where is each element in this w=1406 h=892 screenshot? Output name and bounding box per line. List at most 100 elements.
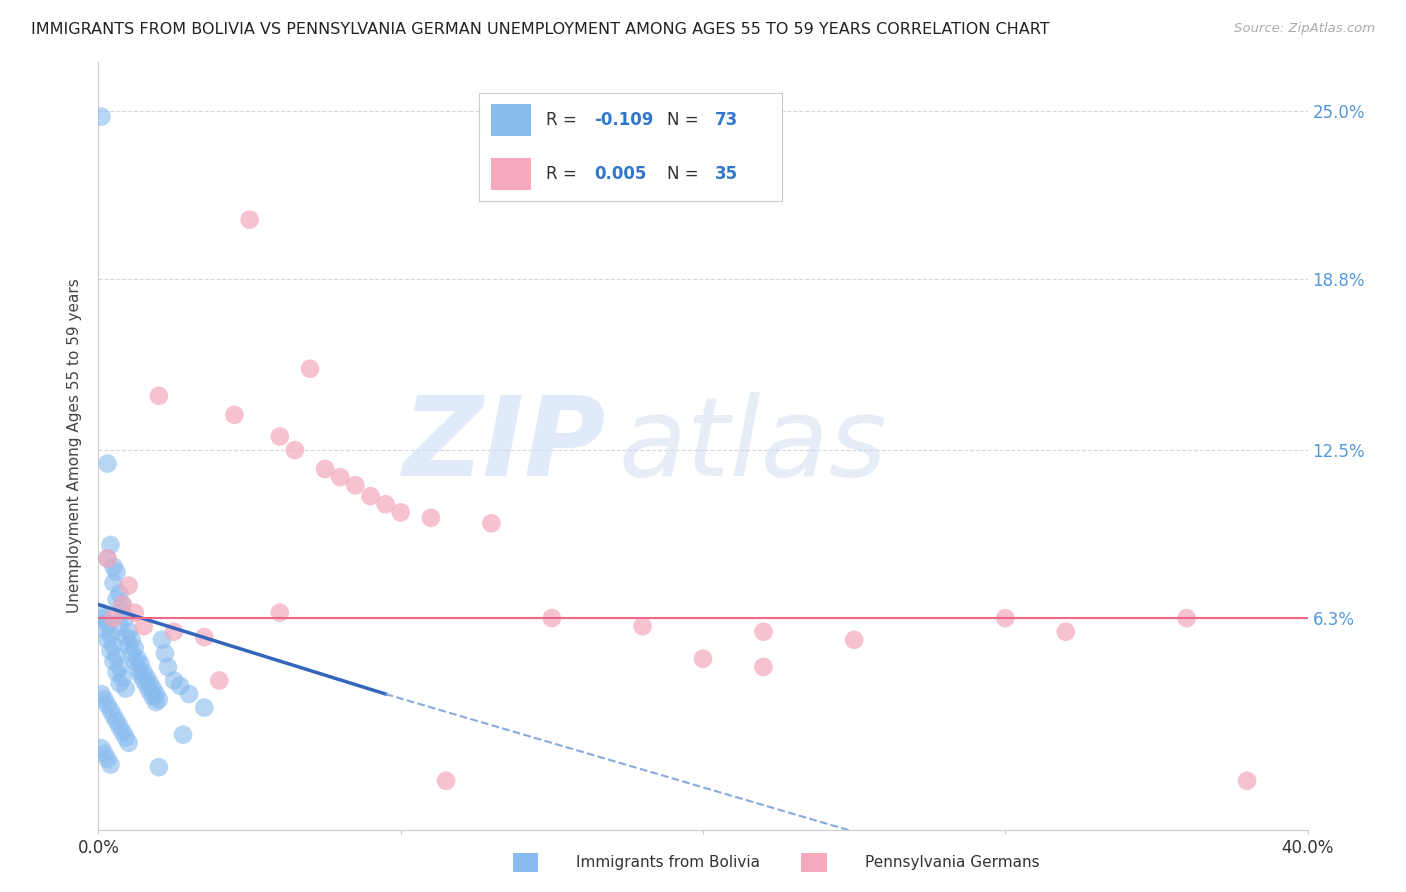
Point [96,752,118,766]
Point [145,687,167,701]
Text: IMMIGRANTS FROM BOLIVIA VS PENNSYLVANIA GERMAN UNEMPLOYMENT AMONG AGES 55 TO 59 : IMMIGRANTS FROM BOLIVIA VS PENNSYLVANIA … [31,22,1049,37]
Point [100,703,122,717]
Point [124,655,146,669]
Point [96,616,118,631]
Point [239,212,262,227]
Point [103,559,125,574]
Point [148,692,170,706]
Point [631,619,654,633]
Point [105,565,128,579]
Point [269,606,291,620]
Text: Source: ZipAtlas.com: Source: ZipAtlas.com [1234,22,1375,36]
Point [139,676,162,690]
Point [481,516,503,531]
Point [118,638,141,652]
Point [148,389,170,403]
Point [193,700,215,714]
Point [124,606,146,620]
Point [105,665,128,680]
Point [105,592,128,607]
Point [111,598,134,612]
Point [224,408,246,422]
Point [374,497,396,511]
Point [103,638,125,652]
Point [179,687,201,701]
Point [344,478,367,492]
Point [145,695,167,709]
Point [100,627,122,641]
Point [132,673,155,688]
Point [96,551,118,566]
Point [111,606,134,620]
Point [114,731,136,745]
Point [108,720,131,734]
Point [121,646,143,660]
Point [108,660,131,674]
Point [148,760,170,774]
Point [169,679,191,693]
Point [1054,624,1077,639]
Point [100,538,122,552]
Point [314,462,336,476]
Point [752,660,775,674]
Text: ZIP: ZIP [402,392,606,500]
Point [156,660,179,674]
Point [105,714,128,728]
Point [692,652,714,666]
Point [153,646,176,660]
Point [90,687,112,701]
Point [100,757,122,772]
Point [163,624,186,639]
Point [96,632,118,647]
Point [93,622,115,636]
Point [540,611,562,625]
Point [142,681,165,696]
Point [163,673,186,688]
Point [389,505,412,519]
Point [90,110,112,124]
Point [360,489,382,503]
Point [299,361,322,376]
Point [114,681,136,696]
Point [96,551,118,566]
Text: Immigrants from Bolivia: Immigrants from Bolivia [576,855,761,870]
Point [129,657,152,672]
Point [108,676,131,690]
Point [269,429,291,443]
Point [93,747,115,761]
Y-axis label: Unemployment Among Ages 55 to 59 years: Unemployment Among Ages 55 to 59 years [67,278,83,614]
Point [135,671,157,685]
Point [100,643,122,657]
Point [118,736,141,750]
Point [135,679,157,693]
Point [103,708,125,723]
Point [434,773,457,788]
Text: Pennsylvania Germans: Pennsylvania Germans [865,855,1039,870]
Point [127,663,149,677]
Point [752,624,775,639]
Point [114,630,136,644]
Point [284,443,307,458]
Point [96,698,118,712]
Point [93,611,115,625]
Point [129,668,152,682]
Point [121,632,143,647]
Point [208,673,231,688]
Point [103,655,125,669]
Point [844,632,866,647]
Point [90,741,112,756]
Point [1175,611,1198,625]
Point [105,649,128,664]
Point [111,671,134,685]
Point [108,587,131,601]
Point [127,652,149,666]
Point [111,598,134,612]
Point [994,611,1017,625]
Point [329,470,352,484]
Point [90,606,112,620]
Point [172,728,194,742]
Point [118,624,141,639]
Point [111,725,134,739]
Point [132,665,155,680]
Point [103,575,125,590]
